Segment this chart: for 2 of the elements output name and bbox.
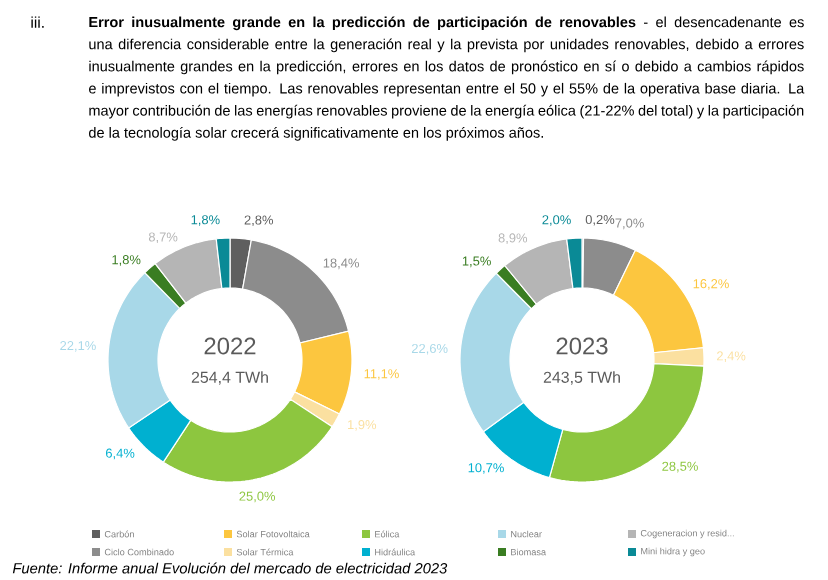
text: 2023 <box>556 337 608 355</box>
text: 2022 <box>204 337 256 355</box>
